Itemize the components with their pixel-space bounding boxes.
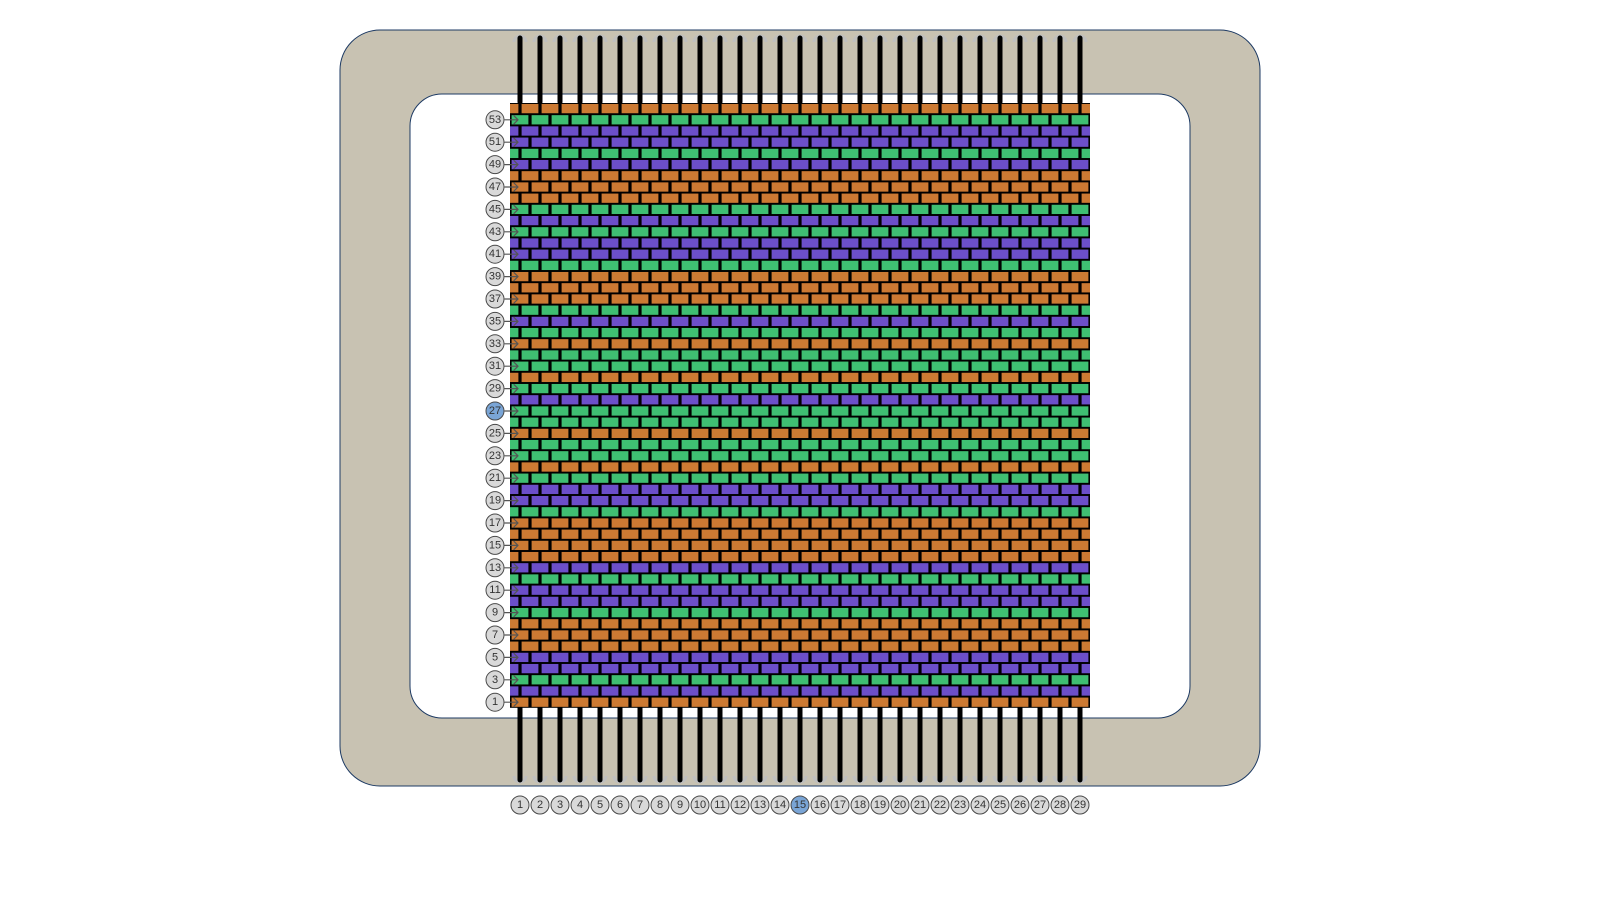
svg-text:2: 2 [537, 799, 543, 811]
svg-text:45: 45 [489, 203, 501, 215]
svg-text:21: 21 [489, 472, 501, 484]
svg-text:31: 31 [489, 360, 501, 372]
svg-text:39: 39 [489, 271, 501, 283]
svg-text:24: 24 [974, 799, 986, 811]
weave-grid [510, 103, 1090, 708]
svg-text:8: 8 [657, 799, 663, 811]
column-labels: 1234567891011121314151617181920212223242… [511, 796, 1089, 814]
column-label-27[interactable]: 27 [1031, 796, 1049, 814]
column-label-2[interactable]: 2 [531, 796, 549, 814]
column-label-5[interactable]: 5 [591, 796, 609, 814]
column-label-3[interactable]: 3 [551, 796, 569, 814]
svg-text:7: 7 [637, 799, 643, 811]
column-label-14[interactable]: 14 [771, 796, 789, 814]
column-label-23[interactable]: 23 [951, 796, 969, 814]
svg-text:3: 3 [557, 799, 563, 811]
column-label-7[interactable]: 7 [631, 796, 649, 814]
svg-text:49: 49 [489, 159, 501, 171]
column-label-28[interactable]: 28 [1051, 796, 1069, 814]
svg-text:17: 17 [489, 517, 501, 529]
column-label-10[interactable]: 10 [691, 796, 709, 814]
svg-text:4: 4 [577, 799, 583, 811]
svg-text:18: 18 [854, 799, 866, 811]
column-label-29[interactable]: 29 [1071, 796, 1089, 814]
svg-text:15: 15 [489, 539, 501, 551]
column-label-26[interactable]: 26 [1011, 796, 1029, 814]
column-label-15[interactable]: 15 [791, 796, 809, 814]
column-label-18[interactable]: 18 [851, 796, 869, 814]
svg-text:51: 51 [489, 136, 501, 148]
svg-text:23: 23 [954, 799, 966, 811]
svg-text:9: 9 [677, 799, 683, 811]
svg-text:27: 27 [489, 405, 501, 417]
column-label-12[interactable]: 12 [731, 796, 749, 814]
svg-text:13: 13 [489, 562, 501, 574]
svg-text:41: 41 [489, 248, 501, 260]
svg-text:53: 53 [489, 114, 501, 126]
svg-text:28: 28 [1054, 799, 1066, 811]
column-label-8[interactable]: 8 [651, 796, 669, 814]
svg-text:29: 29 [489, 383, 501, 395]
svg-text:19: 19 [489, 495, 501, 507]
svg-text:27: 27 [1034, 799, 1046, 811]
svg-text:26: 26 [1014, 799, 1026, 811]
column-label-19[interactable]: 19 [871, 796, 889, 814]
column-label-22[interactable]: 22 [931, 796, 949, 814]
svg-text:5: 5 [492, 651, 498, 663]
svg-text:15: 15 [794, 799, 806, 811]
svg-text:11: 11 [489, 584, 500, 596]
svg-text:13: 13 [754, 799, 766, 811]
svg-text:20: 20 [894, 799, 906, 811]
svg-text:12: 12 [734, 799, 746, 811]
column-label-1[interactable]: 1 [511, 796, 529, 814]
svg-text:19: 19 [874, 799, 886, 811]
svg-text:21: 21 [914, 799, 926, 811]
svg-text:22: 22 [934, 799, 946, 811]
svg-text:9: 9 [492, 607, 498, 619]
svg-text:1: 1 [517, 799, 523, 811]
column-label-21[interactable]: 21 [911, 796, 929, 814]
svg-text:17: 17 [834, 799, 846, 811]
svg-text:11: 11 [714, 799, 725, 811]
svg-text:25: 25 [489, 427, 501, 439]
column-label-16[interactable]: 16 [811, 796, 829, 814]
svg-text:16: 16 [814, 799, 826, 811]
svg-text:43: 43 [489, 226, 501, 238]
column-label-9[interactable]: 9 [671, 796, 689, 814]
column-label-11[interactable]: 11 [711, 796, 729, 814]
svg-text:33: 33 [489, 338, 501, 350]
svg-text:1: 1 [492, 696, 498, 708]
svg-text:25: 25 [994, 799, 1006, 811]
column-label-13[interactable]: 13 [751, 796, 769, 814]
column-label-25[interactable]: 25 [991, 796, 1009, 814]
svg-text:47: 47 [489, 181, 501, 193]
svg-text:3: 3 [492, 674, 498, 686]
svg-text:35: 35 [489, 315, 501, 327]
svg-text:37: 37 [489, 293, 501, 305]
svg-text:6: 6 [617, 799, 623, 811]
svg-text:7: 7 [492, 629, 498, 641]
svg-text:10: 10 [694, 799, 706, 811]
column-label-6[interactable]: 6 [611, 796, 629, 814]
svg-text:5: 5 [597, 799, 603, 811]
column-label-4[interactable]: 4 [571, 796, 589, 814]
svg-text:14: 14 [774, 799, 786, 811]
column-label-20[interactable]: 20 [891, 796, 909, 814]
svg-text:23: 23 [489, 450, 501, 462]
column-label-17[interactable]: 17 [831, 796, 849, 814]
column-label-24[interactable]: 24 [971, 796, 989, 814]
loom-diagram: 1357911131517192123252729313335373941434… [0, 0, 1600, 900]
svg-text:29: 29 [1074, 799, 1086, 811]
loom-root: 1357911131517192123252729313335373941434… [340, 30, 1260, 814]
